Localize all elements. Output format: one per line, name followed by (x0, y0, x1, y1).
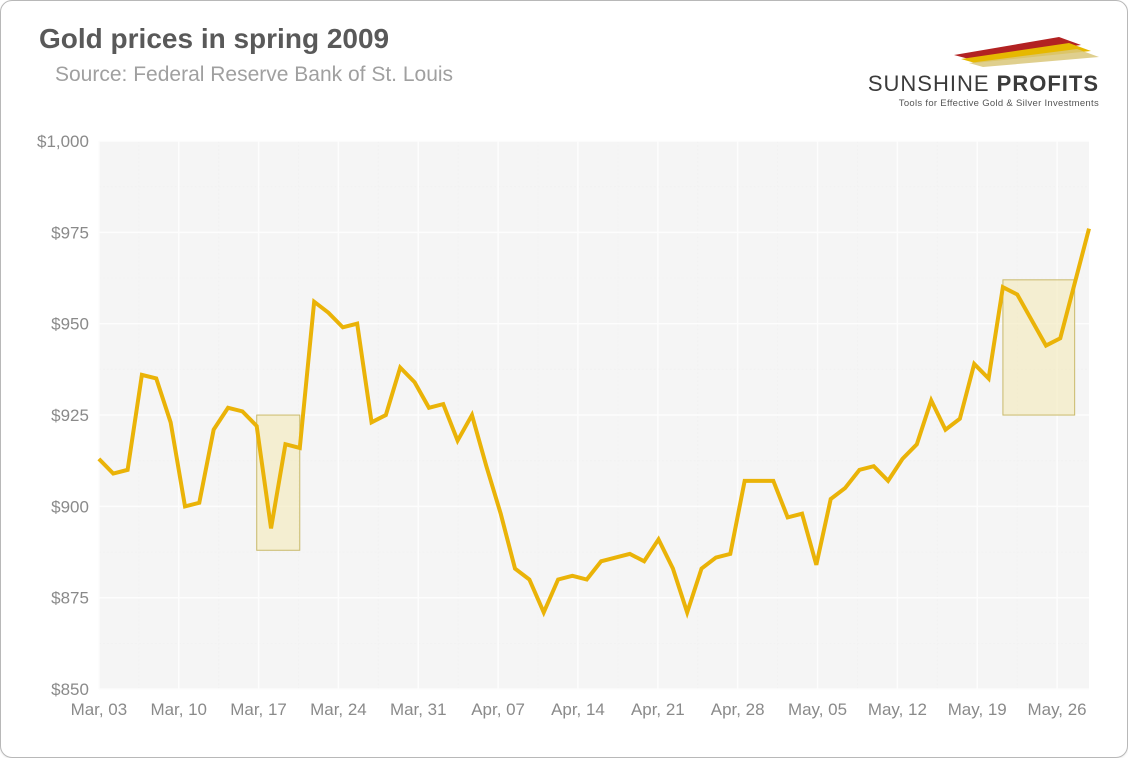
logo-tagline: Tools for Effective Gold & Silver Invest… (839, 98, 1099, 109)
svg-text:May, 19: May, 19 (948, 700, 1007, 719)
logo-word-a: SUNSHINE (868, 71, 990, 96)
brand-logo: SUNSHINE PROFITS Tools for Effective Gol… (839, 35, 1099, 113)
svg-text:$925: $925 (51, 406, 89, 425)
svg-text:Mar, 10: Mar, 10 (150, 700, 207, 719)
svg-text:Mar, 17: Mar, 17 (230, 700, 287, 719)
svg-text:Apr, 21: Apr, 21 (631, 700, 685, 719)
plot-area: $850 $875 $900 $925 $950 $975 $1,000 Mar, 03 Mar… (29, 131, 1099, 729)
logo-word-b: PROFITS (997, 71, 1099, 96)
svg-text:May, 12: May, 12 (868, 700, 927, 719)
svg-text:May, 26: May, 26 (1028, 700, 1087, 719)
svg-text:May, 05: May, 05 (788, 700, 847, 719)
chart-source: Source: Federal Reserve Bank of St. Loui… (55, 63, 453, 87)
logo-swoosh-icon (949, 35, 1099, 69)
svg-text:$850: $850 (51, 680, 89, 699)
chart-title: Gold prices in spring 2009 (39, 23, 389, 55)
svg-text:Apr, 07: Apr, 07 (471, 700, 525, 719)
svg-text:Mar, 24: Mar, 24 (310, 700, 367, 719)
svg-text:$875: $875 (51, 589, 89, 608)
svg-text:Mar, 31: Mar, 31 (390, 700, 447, 719)
logo-wordmark: SUNSHINE PROFITS (839, 71, 1099, 97)
svg-text:Apr, 14: Apr, 14 (551, 700, 605, 719)
svg-text:Apr, 28: Apr, 28 (711, 700, 765, 719)
chart-frame: Gold prices in spring 2009 Source: Feder… (0, 0, 1128, 758)
line-chart: $850 $875 $900 $925 $950 $975 $1,000 Mar, 03 Mar… (29, 131, 1099, 729)
svg-text:$975: $975 (51, 223, 89, 242)
svg-text:$900: $900 (51, 497, 89, 516)
svg-text:Mar, 03: Mar, 03 (71, 700, 128, 719)
svg-text:$950: $950 (51, 315, 89, 334)
svg-text:$1,000: $1,000 (37, 132, 89, 151)
